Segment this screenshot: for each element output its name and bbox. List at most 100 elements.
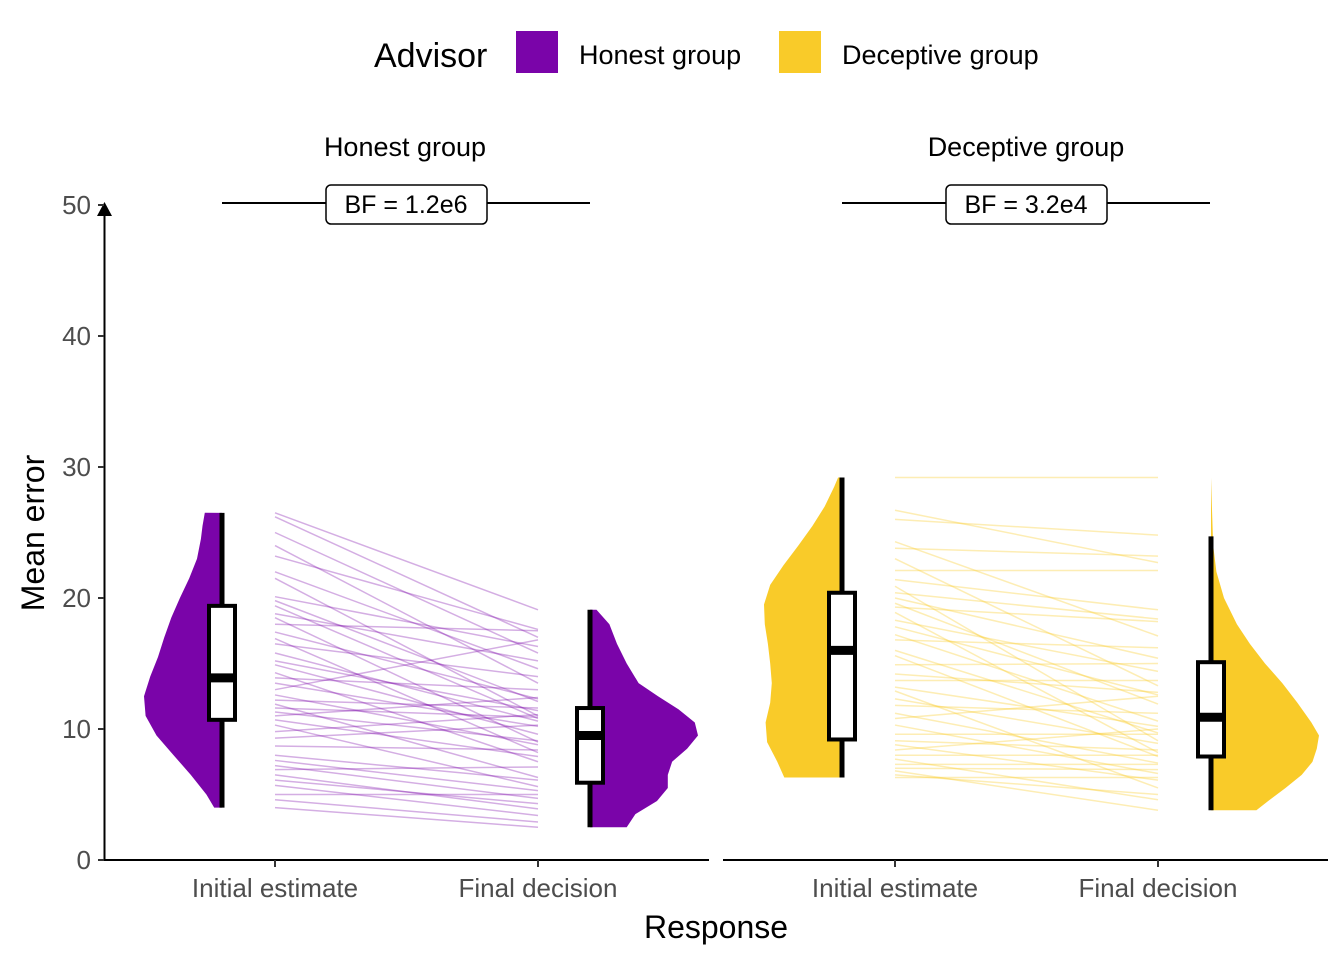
y-tick-label: 40: [62, 321, 91, 351]
x-tick-label: Final decision: [1079, 873, 1238, 903]
paired-line: [894, 767, 1159, 771]
legend-label-deceptive: Deceptive group: [842, 40, 1039, 70]
legend: Advisor Honest group Deceptive group: [374, 31, 1039, 75]
bf-box-honest: [325, 184, 488, 225]
paired-line: [274, 531, 539, 654]
paired-line: [274, 544, 539, 684]
paired-line: [274, 660, 539, 712]
bf-annotation-honest: BF = 1.2e6: [222, 184, 590, 225]
paired-line: [894, 774, 1159, 796]
y-tick-label: 30: [62, 452, 91, 482]
x-tick-label: Final decision: [459, 873, 618, 903]
paired-line: [274, 759, 539, 792]
paired-line: [274, 677, 539, 691]
paired-line: [274, 694, 539, 746]
paired-line: [894, 712, 1159, 764]
paired-line: [894, 690, 1159, 789]
paired-line: [894, 558, 1159, 687]
paired-line: [894, 597, 1159, 659]
paired-line: [274, 623, 539, 632]
violin-initial: [764, 477, 842, 778]
paired-line: [274, 577, 539, 717]
paired-line: [274, 754, 539, 781]
paired-line: [274, 774, 539, 810]
paired-line: [894, 611, 1159, 754]
paired-line: [894, 602, 1159, 705]
y-tick-label: 0: [77, 845, 91, 875]
paired-line: [274, 682, 539, 728]
paired-line: [274, 724, 539, 788]
paired-line: [274, 713, 539, 733]
paired-line: [894, 686, 1159, 728]
y-tick-label: 20: [62, 583, 91, 613]
bf-label-deceptive: BF = 3.2e4: [965, 191, 1088, 219]
bf-annotation-deceptive: BF = 3.2e4: [842, 184, 1210, 225]
paired-line: [894, 770, 1159, 811]
paired-line: [274, 745, 539, 751]
y-tick-label: 10: [62, 714, 91, 744]
paired-line: [274, 798, 539, 823]
paired-line: [274, 711, 539, 742]
paired-line: [274, 707, 539, 718]
y-axis-title: Mean error: [15, 454, 51, 611]
paired-line: [274, 699, 539, 709]
legend-label-honest: Honest group: [579, 40, 741, 70]
paired-line: [274, 784, 539, 817]
paired-line: [274, 612, 539, 662]
panel-title-deceptive: Deceptive group: [928, 132, 1125, 162]
boxplot-initial-box: [207, 603, 237, 722]
paired-line: [274, 555, 539, 631]
boxplot-initial-box: [827, 590, 857, 742]
paired-line: [274, 806, 539, 828]
paired-line: [274, 637, 539, 754]
panel-honest: [144, 512, 698, 828]
paired-line: [894, 673, 1159, 694]
paired-line: [274, 643, 539, 678]
paired-line: [894, 518, 1159, 536]
paired-line: [274, 616, 539, 743]
paired-line: [274, 719, 539, 758]
paired-line: [894, 547, 1159, 557]
violin-final: [1211, 477, 1319, 811]
paired-line: [274, 571, 539, 670]
paired-line: [894, 698, 1159, 745]
paired-line: [894, 578, 1159, 611]
paired-line: [894, 606, 1159, 623]
paired-line: [274, 631, 539, 700]
paired-line: [894, 758, 1159, 801]
paired-line: [274, 779, 539, 805]
paired-line: [274, 639, 539, 691]
paired-line: [894, 639, 1159, 649]
x-axis-title: Response: [644, 909, 788, 945]
boxplot-final-box: [575, 706, 605, 785]
violin-initial: [144, 512, 222, 808]
legend-title-text: Advisor: [374, 37, 487, 75]
paired-line: [894, 724, 1159, 775]
panel-title-honest: Honest group: [324, 132, 486, 162]
bf-box-deceptive: [945, 184, 1108, 225]
panel-deceptive: [764, 476, 1319, 811]
x-tick-label: Initial estimate: [812, 873, 978, 903]
paired-line: [274, 516, 539, 638]
paired-line: [894, 585, 1159, 742]
paired-line: [274, 664, 539, 735]
paired-line: [274, 766, 539, 771]
paired-line: [894, 649, 1159, 734]
paired-line: [894, 633, 1159, 722]
paired-line: [894, 626, 1159, 696]
paired-line: [274, 512, 539, 611]
paired-line: [274, 652, 539, 722]
paired-line: [894, 695, 1159, 720]
paired-line: [894, 740, 1159, 751]
y-tick-label: 50: [62, 190, 91, 220]
paired-line: [894, 743, 1159, 781]
paired-line: [274, 599, 539, 703]
paired-line: [894, 728, 1159, 751]
paired-line: [274, 696, 539, 717]
paired-line: [894, 662, 1159, 666]
paired-line: [274, 703, 539, 779]
paired-line: [274, 605, 539, 720]
paired-line: [894, 592, 1159, 620]
paired-line: [274, 764, 539, 800]
